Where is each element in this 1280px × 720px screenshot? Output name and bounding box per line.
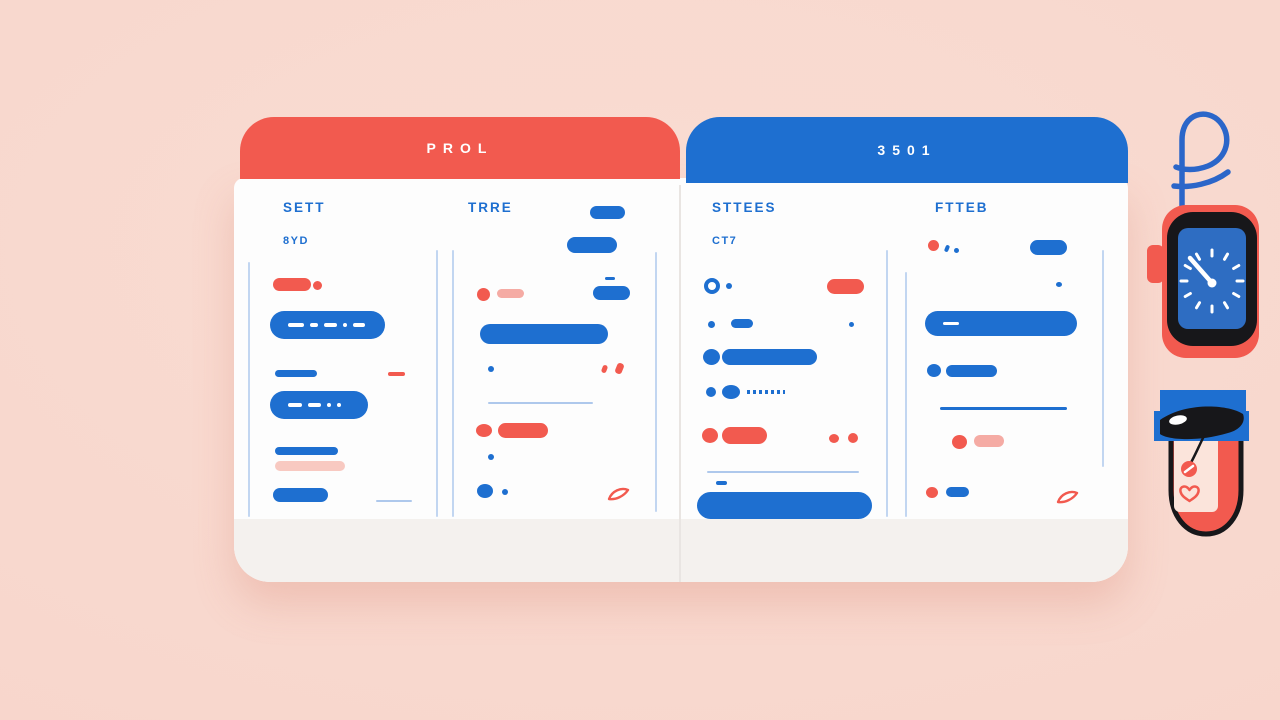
skeleton-dot <box>848 433 858 443</box>
progress-bar[interactable] <box>480 324 608 344</box>
skeleton-pill <box>497 289 524 298</box>
column-heading-right-2: FTTEB <box>935 200 989 215</box>
skeleton-pill <box>275 370 317 377</box>
skeleton-dot <box>829 434 839 443</box>
skeleton-dot <box>722 385 740 399</box>
skeleton-dot <box>488 366 494 372</box>
primary-button[interactable] <box>270 391 368 419</box>
skeleton-dot <box>313 281 322 290</box>
badge-pill[interactable] <box>1030 240 1067 255</box>
skeleton-dot <box>849 322 854 327</box>
skeleton-dot <box>708 321 715 328</box>
primary-button[interactable] <box>925 311 1077 336</box>
progress-bar[interactable] <box>722 349 817 365</box>
skeleton-line <box>940 407 1067 410</box>
skeleton-dot <box>952 435 967 449</box>
card-body <box>234 178 1128 582</box>
cta-button[interactable] <box>697 492 872 519</box>
skeleton-pill <box>273 278 311 291</box>
skeleton-pill <box>716 481 727 485</box>
skeleton-line <box>376 500 412 502</box>
skeleton-dot <box>926 487 938 498</box>
skeleton-dot <box>702 428 718 443</box>
skeleton-pill <box>946 487 969 497</box>
divider-line <box>905 272 907 517</box>
primary-button[interactable] <box>270 311 385 339</box>
column-subheading-right-1: CT7 <box>712 235 738 247</box>
skeleton-dot <box>488 454 494 460</box>
skeleton-pill <box>974 435 1004 447</box>
skeleton-pill <box>946 365 997 377</box>
divider-line <box>886 250 888 517</box>
badge-pill[interactable] <box>593 286 630 300</box>
skeleton-dot <box>927 364 941 377</box>
heart-icon <box>1179 485 1200 503</box>
skeleton-pill <box>273 488 328 502</box>
fitness-tracker-icon <box>1140 378 1260 543</box>
skeleton-dot <box>502 489 508 495</box>
alert-pill[interactable] <box>827 279 864 294</box>
panel-seam-divider <box>679 185 681 582</box>
divider-line <box>655 252 657 512</box>
skeleton-pill <box>275 461 345 471</box>
column-heading-left-2: TRRE <box>468 200 513 215</box>
skeleton-dot <box>928 240 939 251</box>
leaf-check-icon <box>607 486 630 501</box>
tab-right-title: 3501 <box>877 142 937 158</box>
column-subheading-left-1: 8YD <box>283 235 309 247</box>
radio-ring[interactable] <box>704 278 720 294</box>
column-heading-left-1: SETT <box>283 200 326 215</box>
skeleton-pill <box>605 277 615 280</box>
dotted-line <box>747 390 785 394</box>
skeleton-line <box>488 402 593 404</box>
divider-line <box>452 250 454 517</box>
skeleton-pill <box>388 372 405 376</box>
tab-left-header[interactable]: PROL <box>240 117 680 179</box>
skeleton-dot <box>954 248 959 253</box>
card-footer <box>234 519 1128 582</box>
skeleton-dot <box>706 387 716 397</box>
divider-line <box>436 250 438 517</box>
skeleton-dot <box>476 424 492 437</box>
tab-right-header[interactable]: 3501 <box>686 117 1128 183</box>
skeleton-pill <box>731 319 753 328</box>
alert-pill[interactable] <box>722 427 767 444</box>
skeleton-dot <box>726 283 732 289</box>
looped-cable-icon <box>1140 98 1260 213</box>
tab-left-title: PROL <box>426 140 494 156</box>
divider-line <box>1102 250 1104 467</box>
alert-pill[interactable] <box>498 423 548 438</box>
badge-pill[interactable] <box>590 206 625 219</box>
skeleton-dot <box>1056 282 1062 287</box>
skeleton-dot <box>477 484 493 498</box>
smartwatch-clock-icon <box>1135 195 1275 375</box>
skeleton-dot <box>477 288 490 301</box>
leaf-check-icon <box>1056 489 1079 504</box>
skeleton-pill <box>275 447 338 455</box>
badge-pill[interactable] <box>567 237 617 253</box>
divider-line <box>248 262 250 517</box>
column-heading-right-1: STTEES <box>712 200 777 215</box>
skeleton-line <box>707 471 859 473</box>
skeleton-dot <box>703 349 720 365</box>
